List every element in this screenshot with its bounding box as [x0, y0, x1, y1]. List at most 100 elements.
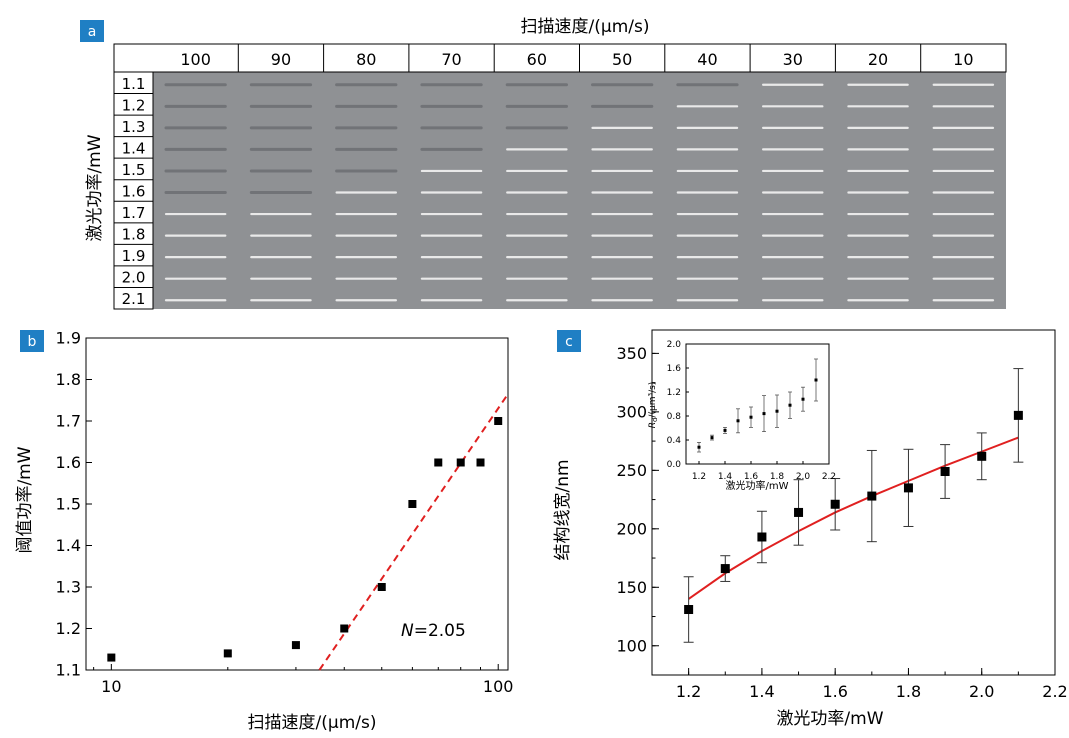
- column-headers: 100 90 80 70 60 50 40 30 20 10: [180, 44, 974, 72]
- chart-inset-y-tick-label: 1.2: [667, 388, 681, 398]
- chart-inset-point: [788, 403, 792, 407]
- row-header: 1.3: [122, 118, 146, 136]
- chart-b-xlabel: 扫描速度/(μm/s): [248, 713, 377, 733]
- chart-inset-x-tick-label: 1.8: [770, 472, 785, 482]
- chart-inset-point: [723, 428, 727, 432]
- row-header: 2.1: [122, 290, 146, 308]
- chart-c-y-tick-label: 250: [616, 461, 647, 480]
- row-header: 1.6: [122, 183, 146, 201]
- chart-b-point: [107, 653, 116, 662]
- row-header: 1.5: [122, 161, 146, 179]
- chart-c-point: [940, 467, 950, 477]
- chart-inset-bg: [686, 344, 829, 464]
- chart-b-point: [476, 458, 485, 467]
- row-headers: 1.1 1.2 1.3 1.4 1.5 1.6 1.7 1.8 1.9 2.0 2.1: [114, 75, 153, 308]
- column-header: 100: [180, 50, 211, 69]
- panel-b: b 10 100 1.1 1.2 1.3 1.4 1.5 1.6 1.7 1.8 1.9 扫描速度/…: [15, 329, 513, 733]
- panel-a-top-label: 扫描速度/(μm/s): [521, 17, 650, 37]
- chart-b-y-tick-label: 1.7: [56, 412, 81, 431]
- row-header: 1.7: [122, 204, 146, 222]
- chart-c-y-tick-label: 350: [616, 344, 647, 363]
- chart-b-annotation: N=2.05: [401, 621, 466, 641]
- chart-c-inset: 1.2 1.4 1.6 1.8 2.0 2.2 0.0 0.4 0.8 1.2 1.6 2.0: [667, 340, 836, 482]
- chart-b-y-tick-label: 1.8: [56, 370, 81, 389]
- chart-b-point: [456, 458, 465, 467]
- column-header: 20: [868, 50, 888, 69]
- chart-inset-point: [710, 436, 714, 440]
- chart-c-x-tick-label: 1.2: [676, 682, 701, 701]
- panel-b-badge-bg: [20, 330, 44, 352]
- panel-b-badge: b: [28, 334, 37, 350]
- micrograph-area: [153, 72, 1006, 309]
- chart-b-point: [340, 624, 349, 633]
- chart-c-x-tick-label: 2.0: [969, 682, 994, 701]
- inset-ylabel-rest: /(μm³/s): [648, 382, 658, 418]
- chart-c-fit-curve: [688, 436, 1019, 600]
- inset-ylabel-r: R: [648, 422, 658, 428]
- panel-c-badge-bg: [557, 330, 581, 352]
- chart-b-annotation-n: N: [401, 621, 414, 641]
- column-header: 10: [953, 50, 973, 69]
- chart-c-point: [720, 564, 730, 574]
- chart-b-y-tick-label: 1.6: [56, 453, 81, 472]
- panel-c: c 1.2 1.4 1.6 1.8 2.0 2.2 100 150 200 250 300 350 激…: [553, 329, 1068, 729]
- chart-b-point: [434, 458, 443, 467]
- chart-b-x-tick-label: 100: [483, 677, 514, 696]
- chart-c-point: [903, 483, 913, 493]
- chart-c-x-tick-label: 2.2: [1042, 682, 1067, 701]
- chart-inset-y-tick-label: 2.0: [667, 340, 682, 350]
- panel-a-side-label: 激光功率/mW: [85, 134, 105, 241]
- chart-inset-y-tick-label: 1.6: [667, 364, 682, 374]
- chart-c: 1.2 1.4 1.6 1.8 2.0 2.2 100 150 200 250 300 350: [616, 329, 1068, 701]
- row-header: 1.1: [122, 75, 146, 93]
- chart-inset-y-tick-label: 0.0: [667, 460, 682, 470]
- chart-inset-y-tick-label: 0.4: [667, 436, 682, 446]
- chart-inset-x-tick-label: 1.4: [718, 472, 733, 482]
- chart-c-x-tick-label: 1.8: [896, 682, 921, 701]
- chart-c-x-tick-label: 1.4: [749, 682, 774, 701]
- chart-c-point: [1013, 410, 1023, 420]
- chart-inset-frame: [685, 343, 830, 465]
- chart-c-y-tick-label: 100: [616, 636, 647, 655]
- chart-inset-point: [736, 419, 740, 423]
- chart-inset-x-tick-label: 1.2: [692, 472, 706, 482]
- chart-b-point: [291, 641, 300, 650]
- chart-inset-x-tick-label: 1.6: [744, 472, 759, 482]
- chart-inset-point: [814, 378, 818, 382]
- chart-c-point: [757, 532, 767, 542]
- chart-b-y-tick-label: 1.5: [56, 495, 81, 514]
- chart-b-y-tick-label: 1.3: [56, 578, 81, 597]
- chart-b-annotation-value: =2.05: [414, 621, 466, 641]
- row-header-frame: [113, 71, 154, 310]
- row-header: 1.8: [122, 226, 146, 244]
- chart-inset-x-tick-label: 2.0: [796, 472, 811, 482]
- row-header: 1.4: [122, 139, 146, 157]
- chart-c-point: [867, 491, 877, 501]
- micrograph-lines: [164, 83, 995, 302]
- chart-c-point: [830, 499, 840, 509]
- row-header: 1.2: [122, 96, 146, 114]
- chart-inset-xlabel: 激光功率/mW: [726, 479, 789, 492]
- column-header: 80: [356, 50, 376, 69]
- chart-inset-ylabel: Rd/(μm³/s): [648, 382, 659, 429]
- chart-b-point: [223, 649, 232, 658]
- chart-c-ylabel: 结构线宽/nm: [553, 459, 573, 560]
- chart-c-frame: [651, 329, 1056, 676]
- chart-b-point: [494, 417, 503, 425]
- chart-c-point: [977, 451, 987, 461]
- column-header: 30: [783, 50, 803, 69]
- chart-inset-point: [775, 409, 779, 413]
- panel-c-badge: c: [565, 334, 573, 350]
- chart-inset-point: [801, 397, 805, 401]
- chart-inset-y-tick-label: 0.8: [667, 412, 682, 422]
- chart-b-fit-line: [318, 393, 509, 671]
- panel-a-badge-bg: [80, 20, 104, 42]
- chart-b-y-tick-label: 1.9: [56, 329, 81, 348]
- chart-b-point: [408, 500, 417, 508]
- chart-c-point: [684, 605, 694, 615]
- chart-c-xlabel: 激光功率/mW: [776, 709, 883, 729]
- chart-c-point: [794, 507, 804, 517]
- chart-inset-point: [697, 445, 701, 449]
- chart-inset-x-tick-label: 2.2: [822, 472, 836, 482]
